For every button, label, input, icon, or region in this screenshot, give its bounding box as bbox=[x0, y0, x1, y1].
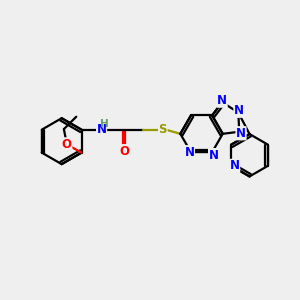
Text: O: O bbox=[62, 138, 72, 151]
Text: H: H bbox=[100, 119, 109, 129]
Text: N: N bbox=[234, 104, 244, 117]
Text: N: N bbox=[208, 148, 219, 162]
Text: N: N bbox=[217, 94, 227, 107]
Text: N: N bbox=[236, 127, 246, 140]
Text: O: O bbox=[119, 145, 129, 158]
Text: N: N bbox=[184, 146, 194, 159]
Text: S: S bbox=[159, 123, 167, 136]
Text: N: N bbox=[97, 123, 106, 136]
Text: N: N bbox=[230, 159, 240, 172]
